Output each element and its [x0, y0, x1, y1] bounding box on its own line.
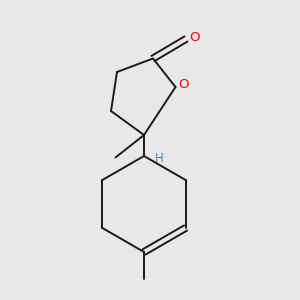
Text: O: O	[189, 31, 200, 44]
Text: O: O	[179, 78, 189, 91]
Text: H: H	[155, 152, 164, 165]
